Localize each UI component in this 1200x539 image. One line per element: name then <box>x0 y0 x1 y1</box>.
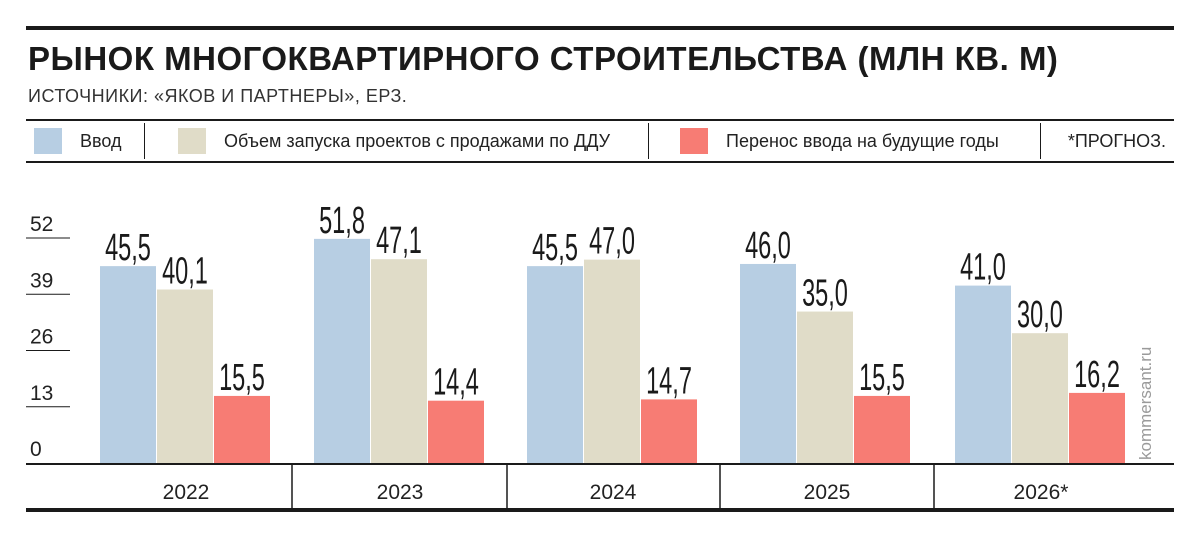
legend-separator <box>1040 123 1041 159</box>
y-tick-label: 26 <box>30 326 53 349</box>
x-tick-label: 2023 <box>377 481 424 504</box>
data-label: 15,5 <box>219 355 265 398</box>
y-tick-label: 39 <box>30 269 53 292</box>
legend-swatch-vvod <box>34 128 62 154</box>
data-label: 45,5 <box>532 225 578 268</box>
bar <box>100 266 156 463</box>
bar <box>797 311 853 463</box>
watermark: kommersant.ru <box>1136 346 1155 460</box>
data-label: 40,1 <box>162 249 208 292</box>
data-label: 14,4 <box>433 360 479 403</box>
x-tick-label: 2025 <box>804 481 851 504</box>
bar <box>955 285 1011 463</box>
legend-top-rule <box>26 119 1174 121</box>
y-tick-label: 52 <box>30 213 53 236</box>
legend-bottom-rule <box>26 161 1174 163</box>
bar <box>641 399 697 463</box>
bar <box>371 259 427 463</box>
bar <box>527 266 583 463</box>
data-label: 14,7 <box>646 359 692 402</box>
legend-separator <box>144 123 145 159</box>
data-label: 35,0 <box>802 271 848 314</box>
legend-item-perenos: Перенос ввода на будущие годы <box>680 121 999 161</box>
data-label: 16,2 <box>1074 352 1120 395</box>
forecast-note: *ПРОГНОЗ. <box>1067 131 1166 151</box>
legend-item-zapusk: Объем запуска проектов с продажами по ДД… <box>178 121 610 161</box>
bar <box>157 289 213 463</box>
x-tick-label: 2024 <box>590 481 637 504</box>
data-label: 47,1 <box>376 218 422 261</box>
bar <box>314 238 370 463</box>
x-axis-line <box>26 463 1174 465</box>
bottom-rule <box>26 508 1174 512</box>
legend-swatch-perenos <box>680 128 708 154</box>
legend-label-vvod: Ввод <box>80 130 122 151</box>
bar <box>740 263 796 463</box>
chart-subtitle: ИСТОЧНИКИ: «ЯКОВ И ПАРТНЕРЫ», ЕРЗ. <box>28 86 408 106</box>
bar <box>214 395 270 463</box>
legend-label-zapusk: Объем запуска проектов с продажами по ДД… <box>224 130 611 151</box>
top-rule <box>26 26 1174 30</box>
x-tick-label: 2022 <box>163 481 210 504</box>
data-label: 45,5 <box>105 225 151 268</box>
y-tick-label: 13 <box>30 382 53 405</box>
bar <box>1012 333 1068 463</box>
chart-title: РЫНОК МНОГОКВАРТИРНОГО СТРОИТЕЛЬСТВА (МЛ… <box>28 40 1059 77</box>
legend-item-vvod: Ввод <box>34 121 121 161</box>
data-label: 51,8 <box>319 198 365 241</box>
legend-label-perenos: Перенос ввода на будущие годы <box>726 130 999 151</box>
bar <box>428 400 484 463</box>
legend-swatch-zapusk <box>178 128 206 154</box>
bar <box>1069 392 1125 463</box>
x-tick-label: 2026* <box>1014 481 1069 504</box>
data-label: 47,0 <box>589 219 635 262</box>
data-label: 30,0 <box>1017 292 1063 335</box>
legend: Ввод Объем запуска проектов с продажами … <box>26 121 1174 161</box>
legend-separator <box>648 123 649 159</box>
data-label: 15,5 <box>859 355 905 398</box>
y-tick-label: 0 <box>30 438 42 461</box>
data-label: 46,0 <box>745 223 791 266</box>
bar <box>584 259 640 463</box>
bar <box>854 395 910 463</box>
data-label: 41,0 <box>960 245 1006 288</box>
